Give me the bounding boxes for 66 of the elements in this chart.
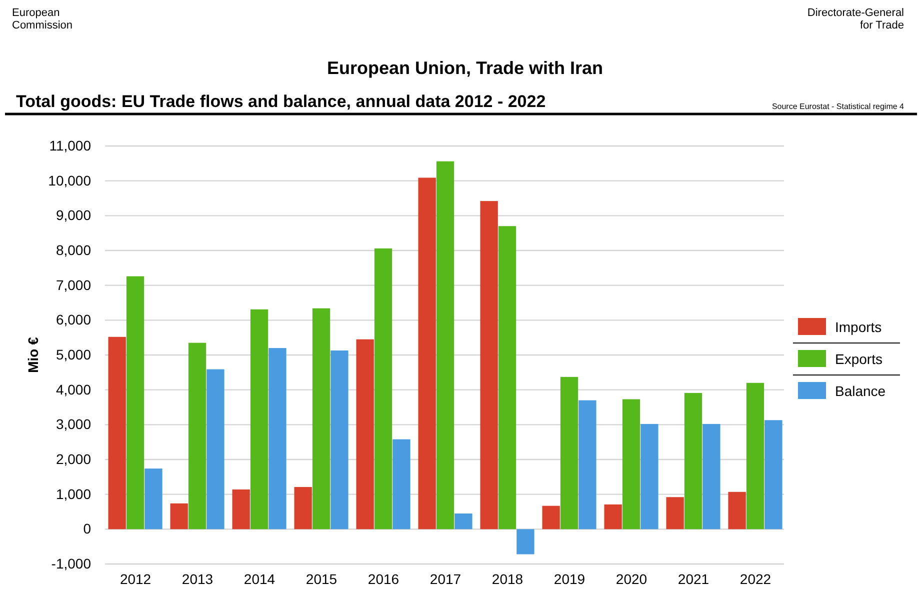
y-tick-label: 4,000 xyxy=(56,381,92,398)
bar xyxy=(684,392,702,530)
bar xyxy=(232,489,250,530)
legend-label: Imports xyxy=(835,319,882,335)
bar xyxy=(498,226,516,530)
bar xyxy=(516,529,534,554)
y-tick-label: 8,000 xyxy=(56,242,92,258)
bar xyxy=(356,339,374,530)
bar xyxy=(622,399,640,530)
bar xyxy=(666,497,684,530)
x-tick-label: 2017 xyxy=(430,570,462,587)
y-tick-label: 7,000 xyxy=(56,276,92,293)
bar xyxy=(542,506,560,530)
legend-label: Balance xyxy=(835,383,886,399)
bar xyxy=(374,248,392,530)
bar xyxy=(206,369,224,530)
bar xyxy=(640,424,658,530)
x-tick-label: 2022 xyxy=(740,570,772,587)
y-tick-label: 0 xyxy=(83,520,92,537)
bar xyxy=(144,468,162,530)
x-tick-label: 2014 xyxy=(244,570,276,587)
y-tick-label: 3,000 xyxy=(56,416,92,432)
bar xyxy=(604,504,622,530)
y-axis-title: Mio € xyxy=(25,336,41,373)
x-tick-label: 2015 xyxy=(306,570,338,587)
x-tick-label: 2021 xyxy=(678,570,710,587)
x-tick-label: 2012 xyxy=(120,570,152,587)
y-tick-label: 5,000 xyxy=(56,346,92,362)
y-tick-label: 1,000 xyxy=(56,486,92,502)
bar xyxy=(330,350,348,530)
bar xyxy=(312,308,330,530)
bar xyxy=(764,420,782,530)
bar xyxy=(418,178,436,530)
y-tick-label: 9,000 xyxy=(56,207,92,224)
y-tick-label: -1,000 xyxy=(51,555,92,572)
y-tick-label: 11,000 xyxy=(49,137,92,154)
bar xyxy=(480,201,498,530)
x-tick-label: 2020 xyxy=(616,570,648,587)
bar xyxy=(188,342,206,530)
bar xyxy=(578,400,596,530)
bar xyxy=(746,382,764,530)
y-tick-label: 10,000 xyxy=(48,172,92,188)
x-tick-label: 2019 xyxy=(554,570,586,587)
bar xyxy=(294,487,312,530)
source-note: Source Eurostat - Statistical regime 4 xyxy=(772,102,905,111)
bar xyxy=(250,309,268,530)
bar xyxy=(108,336,126,530)
y-tick-label: 2,000 xyxy=(56,450,92,467)
bar xyxy=(268,348,286,530)
bar xyxy=(728,492,746,530)
bar xyxy=(126,276,144,530)
x-tick-label: 2018 xyxy=(492,570,524,587)
bar xyxy=(702,424,720,530)
bar xyxy=(560,376,578,530)
x-tick-label: 2016 xyxy=(368,570,400,587)
chart-subtitle: Total goods: EU Trade flows and balance, annual data 2012 - 2022 xyxy=(16,92,546,111)
legend-label: Exports xyxy=(835,351,882,367)
bar xyxy=(436,161,454,530)
text: Directorate-General for Trade xyxy=(807,7,904,32)
bar xyxy=(170,503,188,530)
chart-title: European Union, Trade with Iran xyxy=(326,58,604,78)
bar xyxy=(454,513,472,530)
bar xyxy=(392,439,410,530)
y-tick-label: 6,000 xyxy=(56,312,92,328)
text: European Commission xyxy=(12,7,73,32)
x-tick-label: 2013 xyxy=(182,570,214,587)
